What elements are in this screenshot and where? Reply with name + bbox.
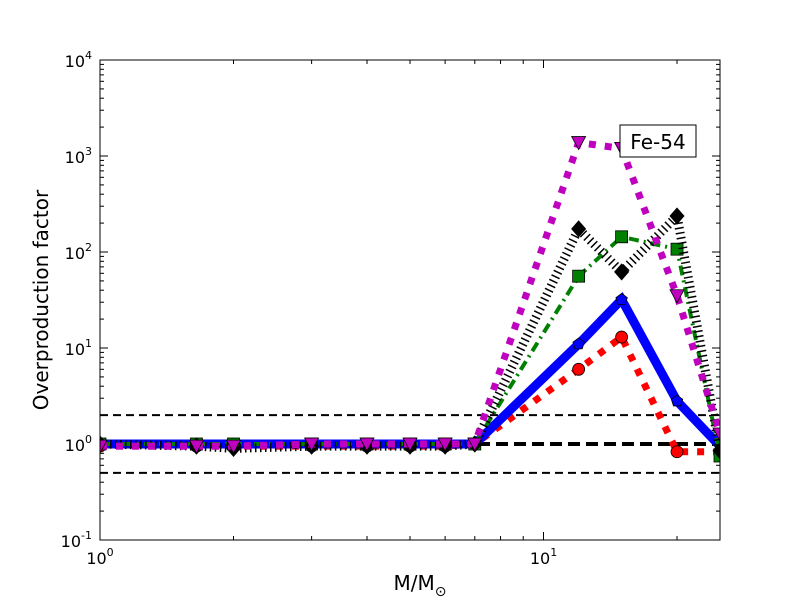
y-tick-exp: 3 xyxy=(85,145,92,158)
y-tick-label: 101 xyxy=(65,337,92,359)
data-point xyxy=(615,230,629,244)
data-point xyxy=(712,427,720,442)
data-point xyxy=(615,293,628,305)
y-axis-label: Overproduction factor xyxy=(29,189,53,410)
annotation-box: Fe-54 xyxy=(619,124,697,158)
series-line xyxy=(100,234,720,457)
y-tick-exp: -1 xyxy=(81,529,92,542)
data-point xyxy=(188,439,205,454)
y-tick-exp: 4 xyxy=(85,49,92,62)
y-tick-base: 10 xyxy=(65,436,85,455)
data-point xyxy=(359,437,375,452)
y-tick-base: 10 xyxy=(65,148,85,167)
y-tick-label: 10-1 xyxy=(61,529,92,551)
data-point xyxy=(669,289,685,304)
y-tick-exp: 0 xyxy=(85,433,92,446)
x-tick-exp: 1 xyxy=(550,546,557,559)
data-point xyxy=(712,442,720,460)
data-point xyxy=(669,207,685,225)
x-tick-label: 100 xyxy=(86,546,113,568)
y-tick-base: 10 xyxy=(65,52,85,71)
y-tick-label: 100 xyxy=(65,433,92,455)
y-tick-label: 102 xyxy=(65,241,92,263)
y-tick-base: 10 xyxy=(65,340,85,359)
data-point xyxy=(402,437,418,452)
data-point xyxy=(225,439,242,454)
series-line xyxy=(100,138,720,450)
annotation-label: Fe-54 xyxy=(630,130,685,154)
x-tick-base: 10 xyxy=(530,549,550,568)
data-point xyxy=(571,220,587,238)
data-point xyxy=(572,362,586,376)
series-blue-pentagons xyxy=(100,291,720,452)
data-point xyxy=(670,394,684,407)
series-line xyxy=(100,291,720,450)
data-point xyxy=(572,269,586,283)
y-tick-label: 104 xyxy=(65,49,92,71)
data-point xyxy=(303,437,320,452)
data-point xyxy=(572,337,585,350)
data-point xyxy=(100,439,108,454)
x-tick-base: 10 xyxy=(86,549,106,568)
data-point xyxy=(670,445,684,459)
data-point xyxy=(670,242,684,256)
x-axis-label-sub: ⊙ xyxy=(435,584,447,600)
data-point xyxy=(437,437,453,452)
data-point xyxy=(615,330,629,344)
data-point xyxy=(713,449,720,463)
axes-frame xyxy=(99,59,721,541)
x-tick-exp: 0 xyxy=(107,546,114,559)
y-tick-label: 103 xyxy=(65,145,92,167)
series-black-diamonds xyxy=(100,206,720,460)
x-tick-label: 101 xyxy=(530,546,557,568)
plot-area xyxy=(100,136,720,474)
data-point xyxy=(614,263,630,281)
series-magenta-triangles xyxy=(100,136,720,454)
y-tick-base: 10 xyxy=(61,532,81,551)
y-tick-exp: 1 xyxy=(85,337,92,350)
series-line xyxy=(100,331,720,456)
y-tick-base: 10 xyxy=(65,244,85,263)
data-point xyxy=(570,136,587,151)
x-axis-label-main: M/M xyxy=(394,571,435,595)
data-point xyxy=(467,437,483,452)
x-axis-label: M/M⊙ xyxy=(394,571,447,600)
y-tick-exp: 2 xyxy=(85,241,92,254)
